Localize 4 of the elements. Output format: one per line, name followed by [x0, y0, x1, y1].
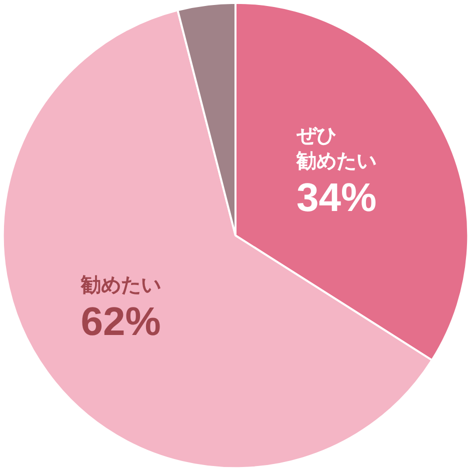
data-label: 62% — [80, 300, 161, 344]
slice-label: 勧めたい — [80, 274, 161, 297]
data-label: 34% — [296, 176, 377, 220]
slice-label: ぜひ勧めたい — [295, 124, 376, 173]
